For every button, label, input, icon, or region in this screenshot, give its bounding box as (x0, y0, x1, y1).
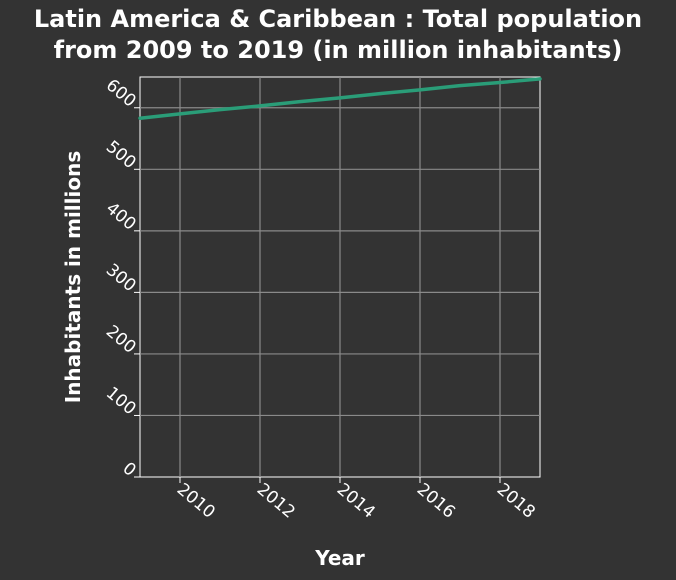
y-tick-label: 300 (102, 260, 140, 296)
x-axis-label: Year (314, 546, 365, 570)
data-series (138, 77, 542, 120)
gridlines (140, 77, 540, 477)
x-tick-label: 2012 (253, 480, 299, 523)
chart-title-line-1: Latin America & Caribbean : Total popula… (33, 5, 643, 33)
x-tick-label: 2014 (333, 480, 379, 523)
y-tick-label: 100 (102, 383, 140, 419)
y-tick-label: 500 (102, 137, 140, 173)
x-tick-label: 2016 (413, 480, 459, 523)
y-tick-label: 200 (102, 322, 140, 358)
x-tick-label: 2018 (493, 480, 539, 523)
series-line (138, 77, 542, 120)
chart-title: Latin America & Caribbean : Total popula… (0, 4, 676, 66)
y-axis-label: Inhabitants in millions (61, 151, 85, 404)
y-tick-label: 600 (102, 75, 140, 111)
y-tick-label: 400 (102, 198, 140, 234)
x-tick-label: 2010 (173, 480, 219, 523)
x-axis-ticks: 2010 2012 2014 2016 2018 (173, 477, 539, 523)
chart-title-line-2: from 2009 to 2019 (in million inhabitant… (53, 36, 623, 64)
